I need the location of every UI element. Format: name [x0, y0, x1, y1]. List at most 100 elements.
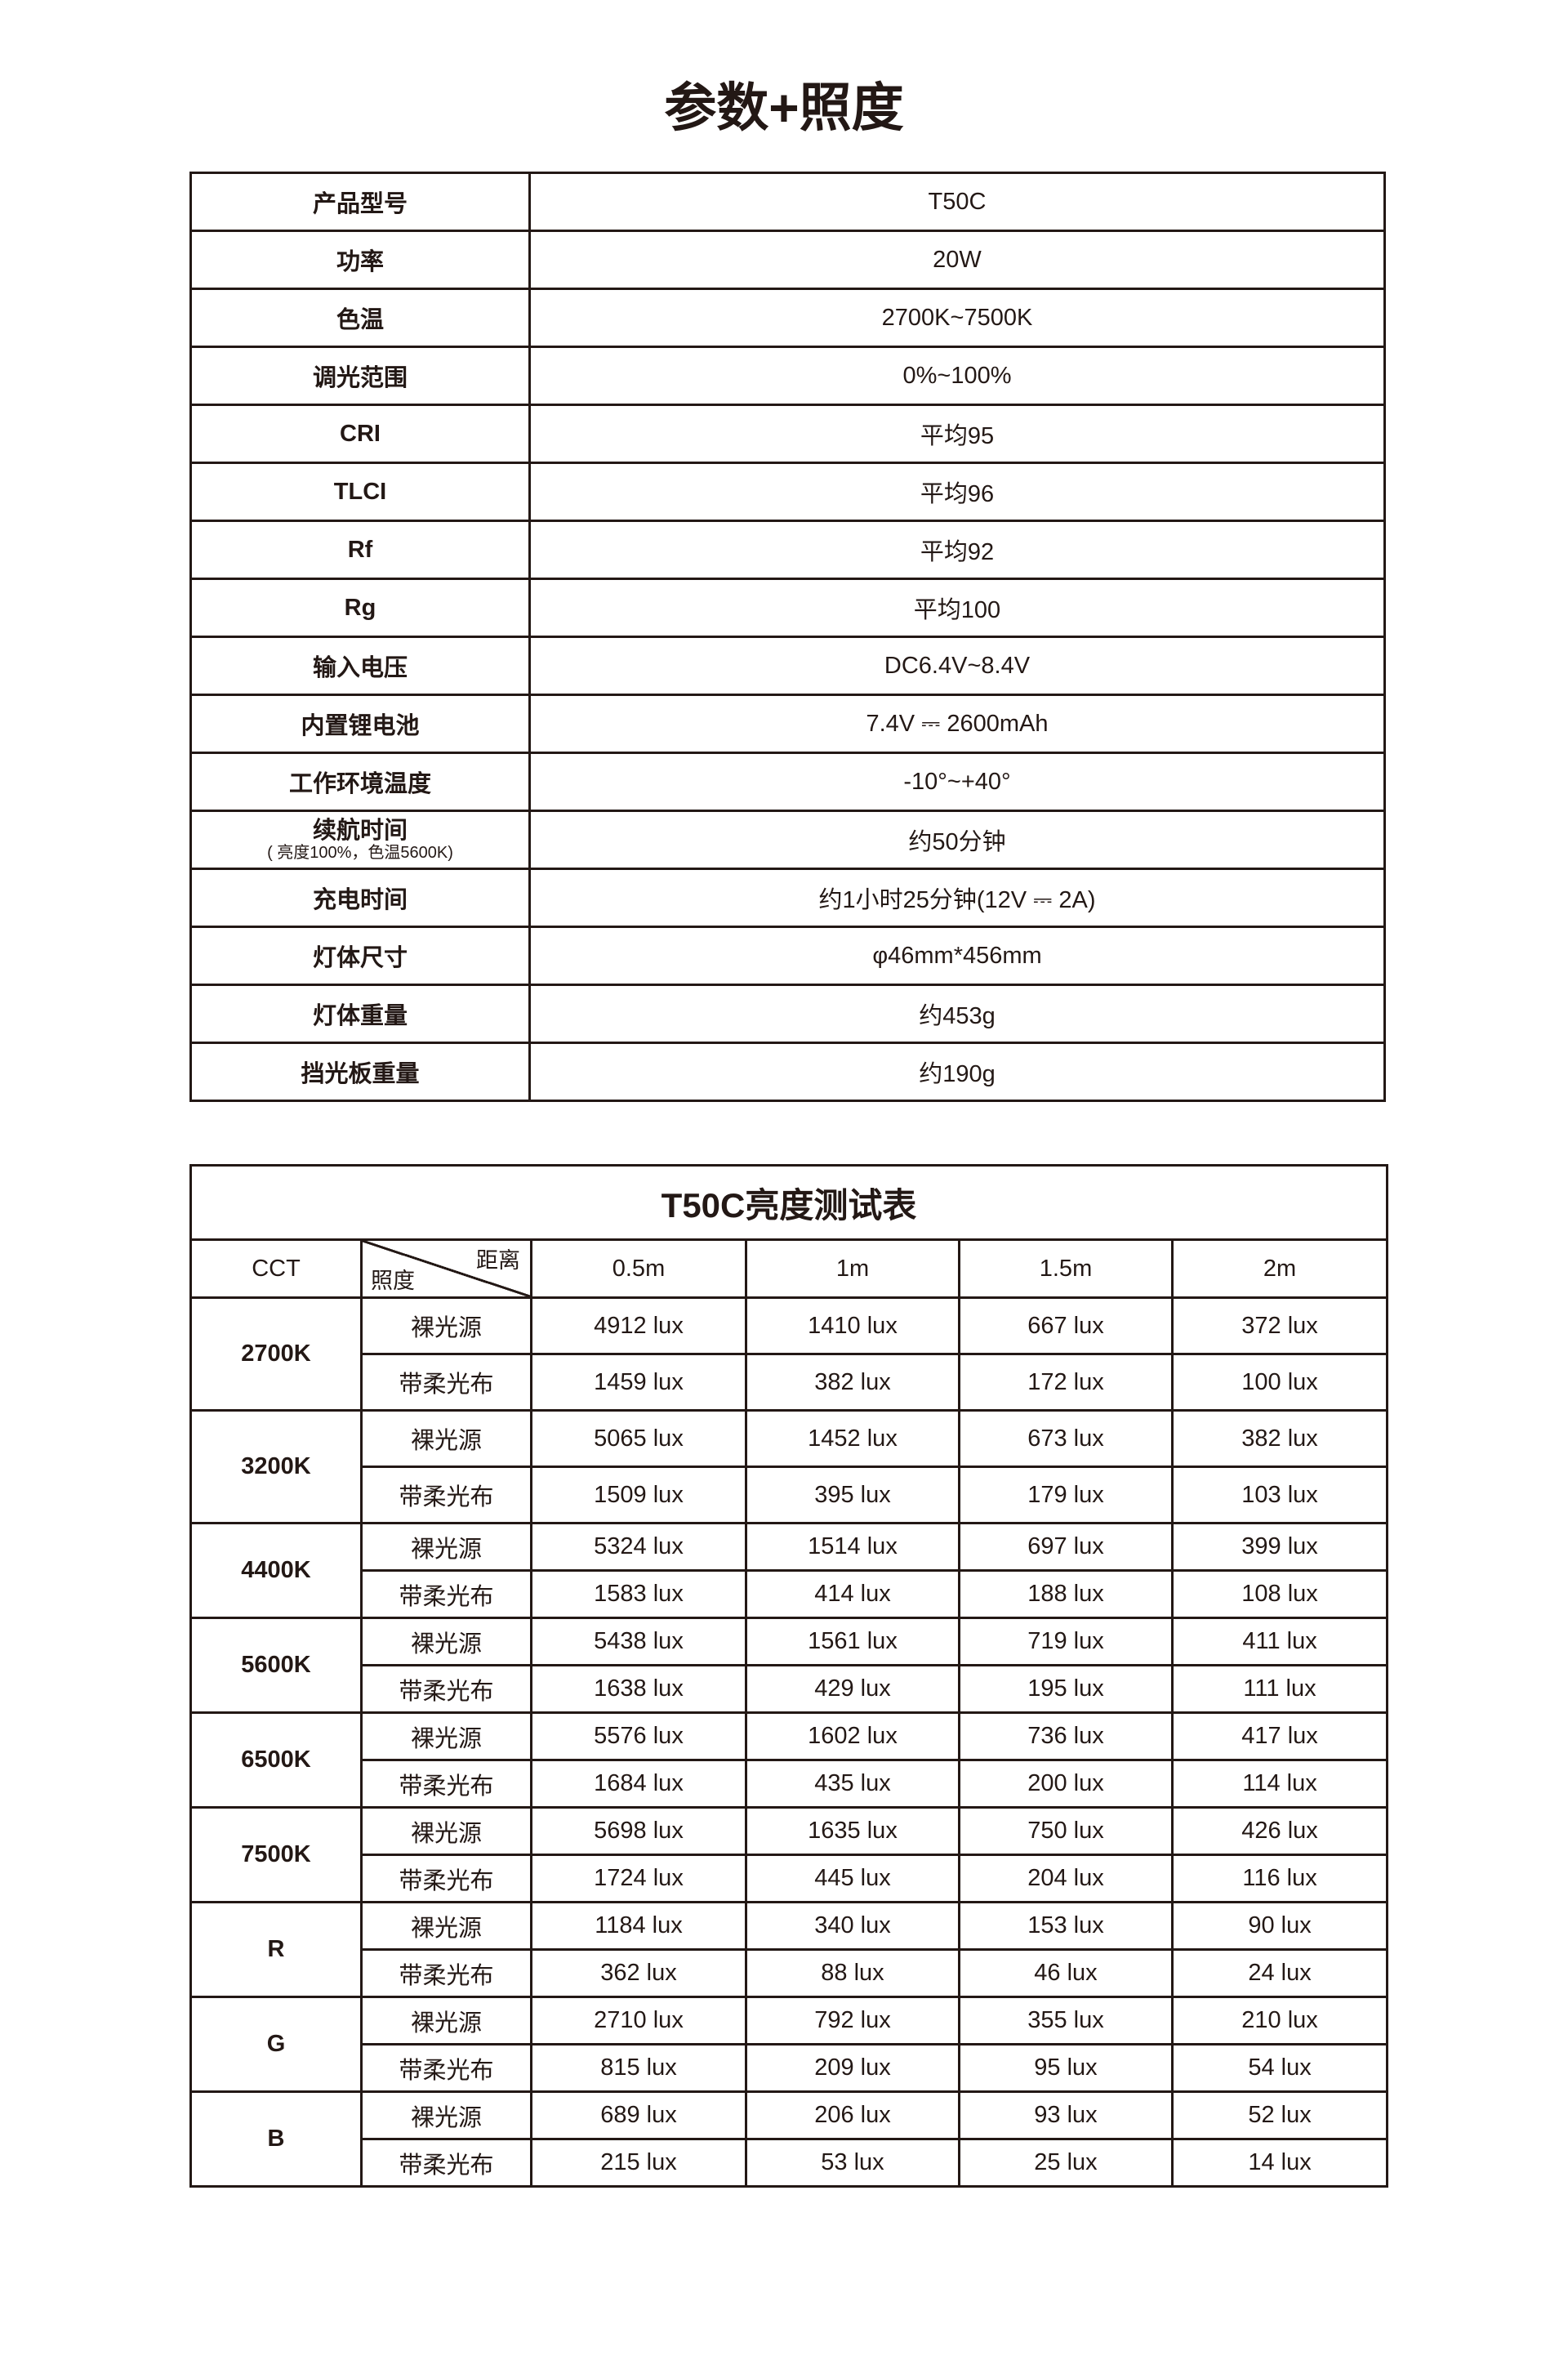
lux-value-cell: 52 lux: [1170, 2090, 1389, 2140]
spec-row: Rg 平均100: [189, 578, 1386, 638]
spec-label: CRI: [189, 404, 531, 464]
lux-value-cell: 188 lux: [958, 1569, 1174, 1619]
lux-value-cell: 399 lux: [1170, 1522, 1389, 1572]
lux-value-cell: 2710 lux: [530, 1996, 747, 2045]
distance-header-1: 1m: [745, 1238, 960, 1299]
light-type-cell: 裸光源: [360, 1711, 532, 1761]
spec-value: 约453g: [528, 984, 1386, 1044]
spec-value: 约50分钟: [528, 810, 1386, 870]
spec-row: 内置锂电池 7.4V ⎓ 2600mAh: [189, 694, 1386, 754]
lux-row: 5600K 裸光源 5438 lux 1561 lux 719 lux 411 lux: [189, 1617, 1389, 1714]
lux-value-cell: 1410 lux: [745, 1296, 960, 1355]
lux-value-cell: 445 lux: [745, 1854, 960, 1903]
spec-row: Rf 平均92: [189, 520, 1386, 580]
cct-cell: 2700K: [189, 1296, 363, 1412]
spec-value: 2700K~7500K: [528, 288, 1386, 348]
spec-label-note: ( 亮度100%，色温5600K): [267, 844, 453, 862]
lux-value-cell: 1452 lux: [745, 1409, 960, 1468]
lux-table-title: T50C亮度测试表: [189, 1164, 1389, 1241]
spec-label: 功率: [189, 230, 531, 290]
lux-row: 6500K 裸光源 5576 lux 1602 lux 736 lux 417 lux: [189, 1711, 1389, 1809]
lux-value-cell: 46 lux: [958, 1948, 1174, 1998]
lux-value-cell: 414 lux: [745, 1569, 960, 1619]
lux-value-cell: 179 lux: [958, 1466, 1174, 1524]
light-type-cell: 裸光源: [360, 1409, 532, 1468]
light-type-cell: 裸光源: [360, 2090, 532, 2140]
lux-value-cell: 5438 lux: [530, 1617, 747, 1666]
spec-value: 平均95: [528, 404, 1386, 464]
lux-row: 7500K 裸光源 5698 lux 1635 lux 750 lux 426 lux: [189, 1806, 1389, 1903]
cct-cell: G: [189, 1996, 363, 2093]
spec-row: TLCI 平均96: [189, 462, 1386, 522]
light-type-cell: 裸光源: [360, 1296, 532, 1355]
spec-row: 输入电压 DC6.4V~8.4V: [189, 636, 1386, 696]
light-type-cell: 裸光源: [360, 1522, 532, 1572]
light-type-cell: 带柔光布: [360, 2043, 532, 2093]
lux-row: 带柔光布 1583 lux 414 lux 188 lux 108 lux: [191, 1569, 1389, 1619]
cct-header: CCT: [189, 1238, 363, 1299]
spec-label: Rf: [189, 520, 531, 580]
lux-value-cell: 1184 lux: [530, 1901, 747, 1951]
lux-value-cell: 172 lux: [958, 1353, 1174, 1412]
lux-row: 带柔光布 1684 lux 435 lux 200 lux 114 lux: [191, 1759, 1389, 1809]
lux-value-cell: 736 lux: [958, 1711, 1174, 1761]
lux-row: 带柔光布 1724 lux 445 lux 204 lux 116 lux: [191, 1854, 1389, 1903]
spec-label: 充电时间: [189, 868, 531, 928]
lux-value-cell: 355 lux: [958, 1996, 1174, 2045]
spec-label: 灯体重量: [189, 984, 531, 1044]
spec-value: DC6.4V~8.4V: [528, 636, 1386, 696]
cct-cell: 7500K: [189, 1806, 363, 1903]
spec-value: 平均100: [528, 578, 1386, 638]
lux-value-cell: 673 lux: [958, 1409, 1174, 1468]
distance-header-2: 1.5m: [958, 1238, 1174, 1299]
lux-row: B 裸光源 689 lux 206 lux 93 lux 52 lux: [189, 2090, 1389, 2188]
lux-value-cell: 1638 lux: [530, 1664, 747, 1714]
light-type-cell: 带柔光布: [360, 1948, 532, 1998]
lux-value-cell: 1602 lux: [745, 1711, 960, 1761]
spec-value: 0%~100%: [528, 346, 1386, 406]
distance-header-3: 2m: [1170, 1238, 1389, 1299]
lux-value-cell: 1514 lux: [745, 1522, 960, 1572]
lux-row: 带柔光布 815 lux 209 lux 95 lux 54 lux: [191, 2043, 1389, 2093]
spec-value: 平均92: [528, 520, 1386, 580]
lux-row: 带柔光布 1509 lux 395 lux 179 lux 103 lux: [191, 1466, 1389, 1524]
spec-label: 续航时间( 亮度100%，色温5600K): [189, 810, 531, 870]
spec-row: 灯体重量 约453g: [189, 984, 1386, 1044]
light-type-cell: 裸光源: [360, 1901, 532, 1951]
lux-value-cell: 210 lux: [1170, 1996, 1389, 2045]
lux-value-cell: 114 lux: [1170, 1759, 1389, 1809]
lux-value-cell: 411 lux: [1170, 1617, 1389, 1666]
light-type-cell: 裸光源: [360, 1806, 532, 1856]
lux-value-cell: 815 lux: [530, 2043, 747, 2093]
light-type-cell: 带柔光布: [360, 1569, 532, 1619]
spec-value: 7.4V ⎓ 2600mAh: [528, 694, 1386, 754]
spec-value: 平均96: [528, 462, 1386, 522]
lux-value-cell: 435 lux: [745, 1759, 960, 1809]
lux-value-cell: 1583 lux: [530, 1569, 747, 1619]
lux-value-cell: 111 lux: [1170, 1664, 1389, 1714]
spec-label: Rg: [189, 578, 531, 638]
spec-label: 色温: [189, 288, 531, 348]
lux-value-cell: 1724 lux: [530, 1854, 747, 1903]
lux-value-cell: 382 lux: [745, 1353, 960, 1412]
lux-row: R 裸光源 1184 lux 340 lux 153 lux 90 lux: [189, 1901, 1389, 1998]
spec-label: 调光范围: [189, 346, 531, 406]
spec-row: 产品型号 T50C: [189, 172, 1386, 232]
cct-cell: 3200K: [189, 1409, 363, 1524]
lux-value-cell: 667 lux: [958, 1296, 1174, 1355]
spec-label: 工作环境温度: [189, 752, 531, 812]
spec-row: 色温 2700K~7500K: [189, 288, 1386, 348]
illuminance-header: 照度: [371, 1269, 415, 1293]
light-type-cell: 裸光源: [360, 1617, 532, 1666]
spec-row: 灯体尺寸 φ46mm*456mm: [189, 926, 1386, 986]
lux-value-cell: 382 lux: [1170, 1409, 1389, 1468]
lux-value-cell: 362 lux: [530, 1948, 747, 1998]
spec-label: 内置锂电池: [189, 694, 531, 754]
light-type-cell: 带柔光布: [360, 1353, 532, 1412]
lux-value-cell: 93 lux: [958, 2090, 1174, 2140]
lux-value-cell: 1684 lux: [530, 1759, 747, 1809]
lux-value-cell: 53 lux: [745, 2138, 960, 2188]
spec-label: 挡光板重量: [189, 1042, 531, 1102]
lux-value-cell: 5698 lux: [530, 1806, 747, 1856]
lux-value-cell: 24 lux: [1170, 1948, 1389, 1998]
